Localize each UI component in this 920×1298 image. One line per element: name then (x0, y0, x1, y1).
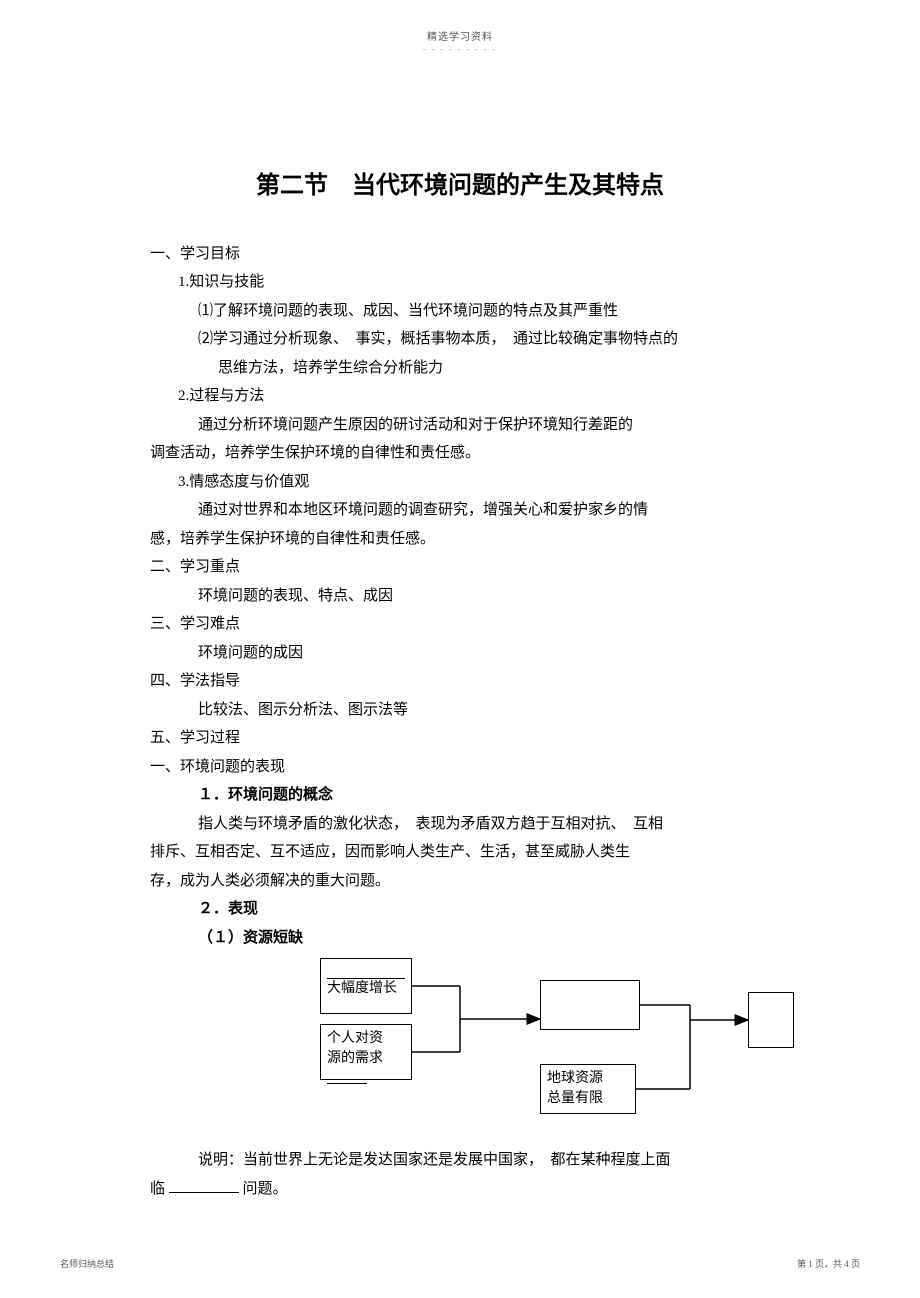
s1-sub3-1: 通过对世界和本地区环境问题的调查研究，增强关心和爱护家乡的情 (150, 496, 770, 525)
s1-sub2-1: 通过分析环境问题产生原因的研讨活动和对于保护环境知行差距的 (150, 411, 770, 440)
header-watermark: 精选学习资料 (0, 0, 920, 43)
s1-sub1-1: ⑴了解环境问题的表现、成因、当代环境问题的特点及其严重性 (150, 297, 770, 326)
s1-sub1-2b: 思维方法，培养学生综合分析能力 (150, 354, 770, 383)
header-dots: - - - - - - - - - (0, 45, 920, 54)
footer-right: 第 1 页，共 4 页 (797, 1257, 860, 1270)
s1-sub1-2a: ⑵学习通过分析现象、 事实，概括事物本质， 通过比较确定事物特点的 (150, 325, 770, 354)
s1-sub1: 1.知识与技能 (150, 268, 770, 297)
section-2-heading: 二、学习重点 (150, 553, 770, 582)
footer-left: 名师归纳总结 (60, 1257, 114, 1270)
content1-p2a: 指人类与环境矛盾的激化状态， 表现为矛盾双方趋于互相对抗、 互相 (150, 810, 770, 839)
content1-p1: １．环境问题的概念 (150, 781, 770, 810)
section-4-heading: 四、学法指导 (150, 667, 770, 696)
diagram-box-top-left: 大幅度增长 (320, 958, 412, 1014)
box-top-left-line2: 大幅度增长 (327, 981, 397, 996)
diagram-box-right (748, 992, 794, 1048)
box-bot-left-line2: 源的需求 (327, 1051, 383, 1066)
s3-line1: 环境问题的成因 (150, 639, 770, 668)
s2-line1: 环境问题的表现、特点、成因 (150, 582, 770, 611)
section-1-heading: 一、学习目标 (150, 240, 770, 269)
s4-line1: 比较法、图示分析法、图示法等 (150, 696, 770, 725)
s1-sub2-2: 调查活动，培养学生保护环境的自律性和责任感。 (150, 439, 770, 468)
document-content: 第二节 当代环境问题的产生及其特点 一、学习目标 1.知识与技能 ⑴了解环境问题… (0, 54, 920, 1203)
content1-p2b: 排斥、互相否定、互不适应，因而影响人类生产、生活，甚至威胁人类生 (150, 838, 770, 867)
s1-sub3: 3.情感态度与价值观 (150, 468, 770, 497)
content1-p4: （１）资源短缺 (150, 924, 770, 953)
s1-sub3-2: 感，培养学生保护环境的自律性和责任感。 (150, 525, 770, 554)
diagram-box-center (540, 980, 640, 1030)
explain-line1: 说明：当前世界上无论是发达国家还是发展中国家， 都在某种程度上面 (150, 1146, 770, 1175)
content1-p3: ２．表现 (150, 895, 770, 924)
explain-line2b: 问题。 (243, 1181, 288, 1197)
box-bot-center-line2: 总量有限 (547, 1091, 603, 1106)
diagram-box-bottom-center: 地球资源 总量有限 (540, 1064, 636, 1114)
page-title: 第二节 当代环境问题的产生及其特点 (150, 164, 770, 210)
content1-heading: 一、环境问题的表现 (150, 753, 770, 782)
blank-field (327, 1068, 367, 1083)
content1-p2c: 存，成为人类必须解决的重大问题。 (150, 867, 770, 896)
blank-field (169, 1176, 239, 1193)
box-bot-center-line1: 地球资源 (547, 1071, 603, 1086)
section-5-heading: 五、学习过程 (150, 724, 770, 753)
blank-field (327, 965, 405, 979)
section-3-heading: 三、学习难点 (150, 610, 770, 639)
explain-line2: 临 问题。 (150, 1175, 770, 1204)
resource-shortage-diagram: 大幅度增长 个人对资 源的需求 地球资源 总量有限 (320, 958, 880, 1128)
s1-sub2: 2.过程与方法 (150, 382, 770, 411)
box-bot-left-line1: 个人对资 (327, 1031, 383, 1046)
diagram-box-bottom-left: 个人对资 源的需求 (320, 1024, 412, 1080)
explain-line2a: 临 (150, 1181, 165, 1197)
